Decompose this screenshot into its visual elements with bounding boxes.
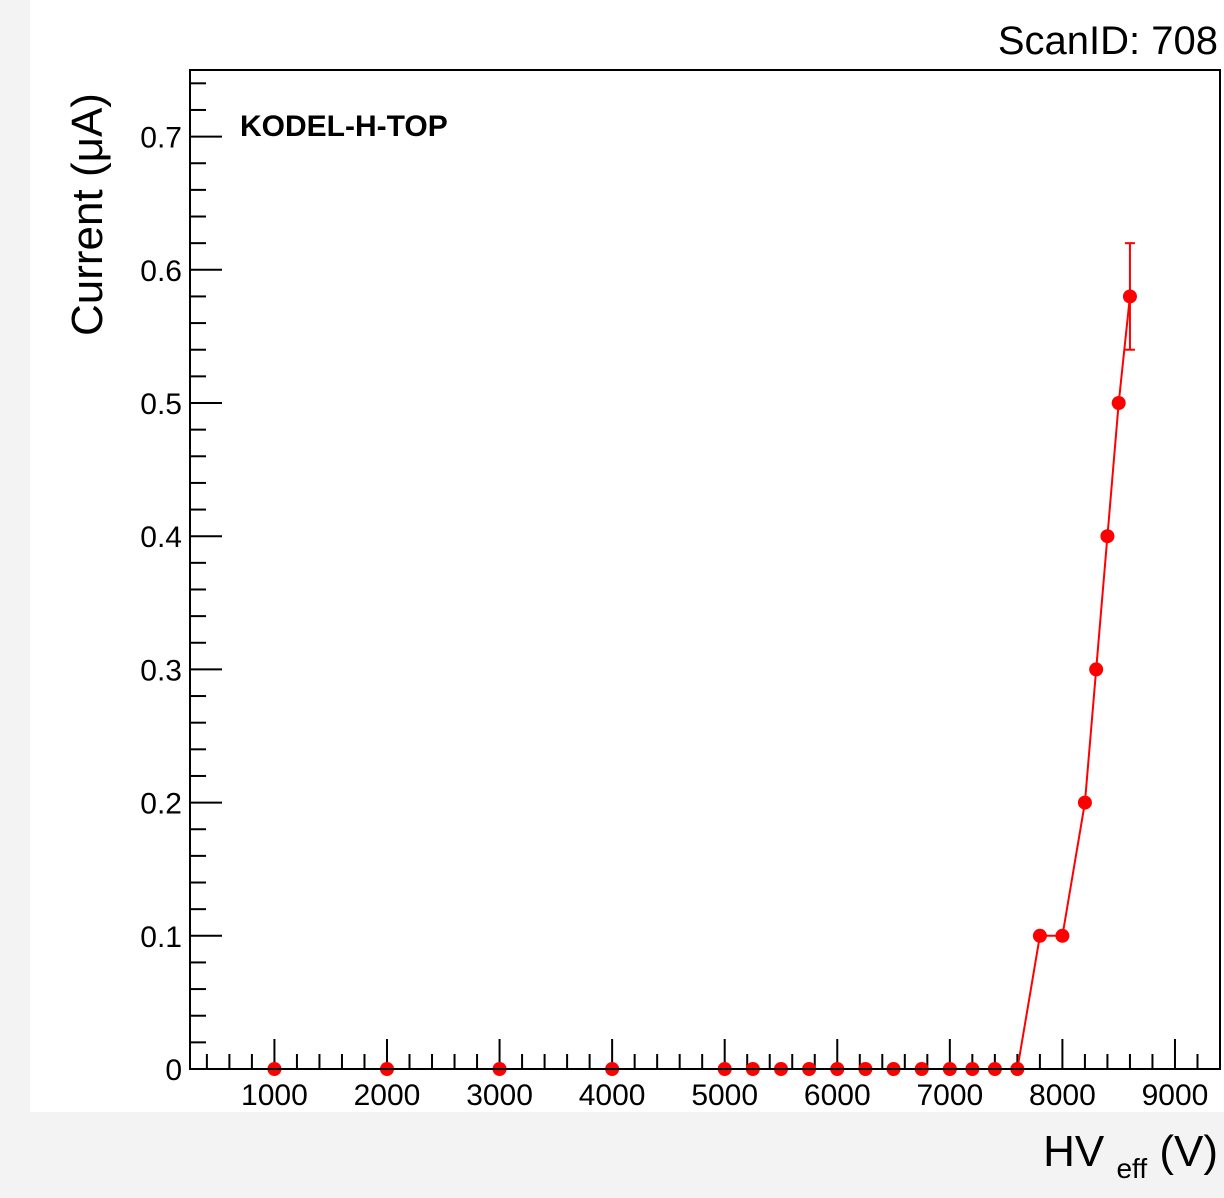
x-tick-label: 6000 [804, 1079, 871, 1112]
y-tick-label: 0.5 [140, 388, 182, 421]
y-tick-label: 0.1 [140, 921, 182, 954]
plot-frame [189, 69, 1221, 1070]
data-point [1089, 662, 1104, 677]
x-tick-label: 2000 [354, 1079, 421, 1112]
data-point [1032, 928, 1047, 943]
x-tick-label: 5000 [691, 1079, 758, 1112]
frame-background [30, 0, 1224, 1112]
y-tick-label: 0.4 [140, 521, 182, 554]
y-tick-label: 0.7 [140, 122, 182, 155]
y-tick-label: 0.2 [140, 788, 182, 821]
x-axis-title-subscript: eff [1116, 1153, 1147, 1184]
x-axis-title-main: HV [1043, 1127, 1105, 1176]
data-point [1055, 928, 1070, 943]
x-tick-label: 7000 [916, 1079, 983, 1112]
x-tick-label: 9000 [1142, 1079, 1209, 1112]
x-tick-label: 8000 [1029, 1079, 1096, 1112]
data-point [1077, 795, 1092, 810]
x-axis-title: HV eff (V) [1043, 1127, 1218, 1188]
scan-id-label: ScanID: 708 [998, 19, 1218, 63]
tick-labels: 1000 2000 3000 4000 5000 6000 7000 8000 9000 0 0.1… [140, 122, 1208, 1112]
y-tick-label: 0 [165, 1054, 182, 1087]
data-point [1111, 396, 1126, 410]
data-point [1100, 529, 1115, 544]
y-tick-label: 0.3 [140, 654, 182, 687]
x-tick-label: 3000 [466, 1079, 533, 1112]
plot-annotation: KODEL-H-TOP [240, 110, 448, 143]
x-axis-title-unit: (V) [1159, 1127, 1218, 1176]
x-tick-label: 4000 [579, 1079, 646, 1112]
y-axis-title: Current (μA) [63, 93, 112, 336]
y-tick-label: 0.6 [140, 255, 182, 288]
data-point [1122, 289, 1137, 304]
x-tick-label: 1000 [241, 1079, 308, 1112]
